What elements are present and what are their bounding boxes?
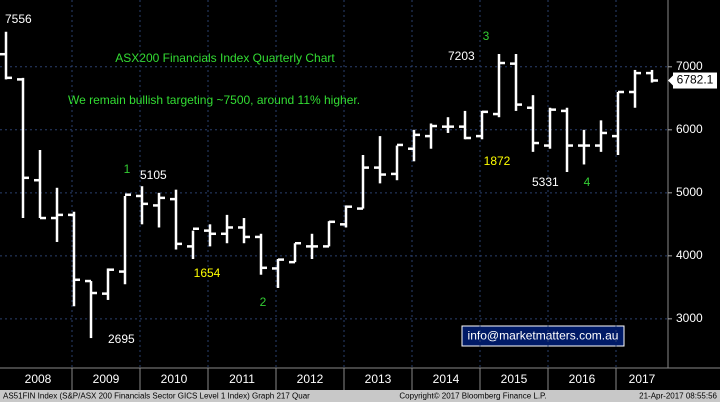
annotation: 1 (124, 162, 131, 176)
x-tick-label: 2012 (297, 372, 324, 386)
footer-right: 21-Apr-2017 08:55:56 (639, 392, 717, 401)
chart-title: ASX200 Financials Index Quarterly Chart (115, 51, 335, 65)
x-tick-label: 2008 (25, 372, 52, 386)
y-tick-label: 5000 (676, 185, 703, 199)
x-tick-label: 2017 (629, 372, 656, 386)
x-tick-label: 2014 (433, 372, 460, 386)
x-tick-label: 2011 (229, 372, 255, 386)
footer-bar (0, 390, 720, 402)
x-tick-label: 2015 (501, 372, 528, 386)
value-label: 5105 (140, 168, 167, 182)
last-price-pointer (668, 75, 673, 86)
x-tick-label: 2010 (161, 372, 188, 386)
value-label: 7556 (5, 12, 32, 26)
value-label: 5331 (532, 175, 559, 189)
x-tick-label: 2016 (569, 372, 596, 386)
chart-subtitle: We remain bullish targeting ~7500, aroun… (68, 93, 360, 107)
last-price-label: 6782.1 (677, 73, 714, 87)
last-price-box (673, 72, 717, 89)
value-label: 7203 (448, 49, 475, 63)
x-tick-label: 2013 (365, 372, 392, 386)
annotation: 4 (584, 175, 591, 189)
footer-center: Copyright© 2017 Bloomberg Finance L.P. (399, 392, 546, 401)
watermark: info@marketmatters.com.au (468, 329, 619, 343)
footer-left: AS51FIN Index (S&P/ASX 200 Financials Se… (3, 392, 310, 401)
x-tick-label: 2009 (93, 372, 120, 386)
annotation: 1654 (194, 266, 221, 280)
value-label: 2695 (108, 332, 135, 346)
y-tick-label: 4000 (676, 248, 703, 262)
annotation: 2 (260, 295, 267, 309)
y-tick-label: 6000 (676, 122, 703, 136)
annotation: 1872 (484, 154, 511, 168)
y-tick-label: 7000 (676, 59, 703, 73)
y-tick-label: 3000 (676, 311, 703, 325)
annotation: 3 (483, 29, 490, 43)
watermark-box (461, 325, 625, 347)
